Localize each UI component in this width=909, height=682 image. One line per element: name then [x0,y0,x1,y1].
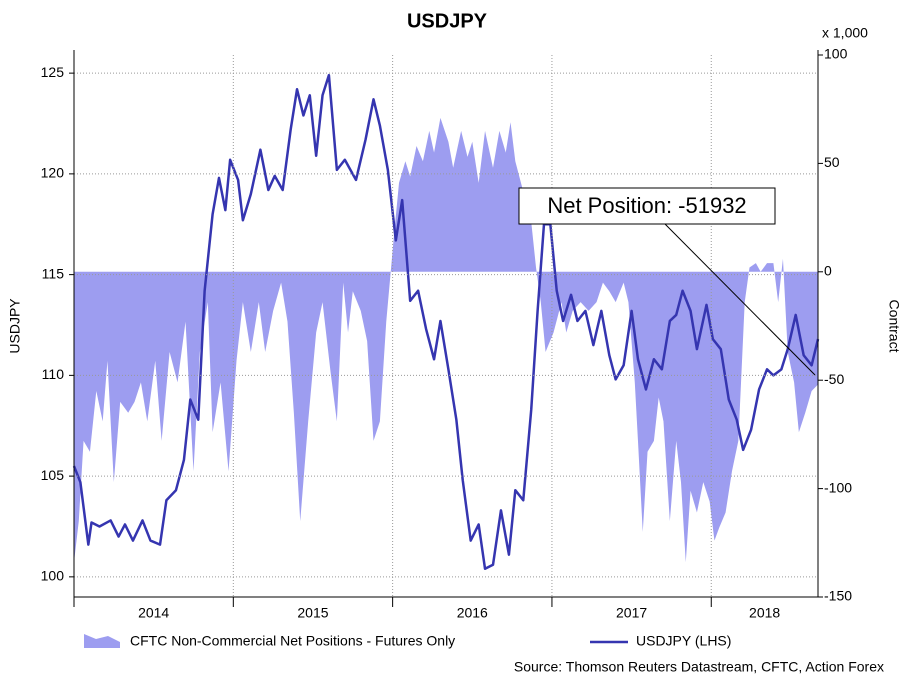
y-tick-label: 125 [41,64,65,80]
y-tick-label: 105 [41,467,65,483]
x-tick-label: 2014 [138,605,169,621]
y2-tick-label: 50 [824,154,840,170]
y-tick-label: 100 [41,568,65,584]
y2-axis-label: Contract [886,300,902,353]
line [72,73,820,571]
y2-tick-label: -150 [824,588,852,604]
legend-label: USDJPY (LHS) [636,633,731,649]
annotation-leader [664,223,816,376]
y2-unit: x 1,000 [822,25,868,41]
y2-tick-label: -50 [824,371,844,387]
legend-swatch [84,634,120,648]
y-tick-label: 120 [41,165,65,181]
y2-tick-label: 100 [824,46,848,62]
y2-tick-label: 0 [824,263,832,279]
x-tick-label: 2017 [616,605,647,621]
annotation-box [518,187,776,225]
annotation: Net Position: -51932 [547,193,746,218]
x-tick-label: 2015 [297,605,328,621]
chart-title: USDJPY [407,10,488,32]
source: Source: Thomson Reuters Datastream, CFTC… [514,659,884,675]
y2-tick-label: -100 [824,479,852,495]
y-tick-label: 115 [42,265,65,281]
x-tick-label: 2016 [457,605,488,621]
legend-label: CFTC Non-Commercial Net Positions - Futu… [130,633,455,649]
y-tick-label: 110 [42,366,65,382]
area [74,117,818,563]
x-tick-label: 2018 [749,605,780,621]
y-axis-label: USDJPY [7,298,23,354]
